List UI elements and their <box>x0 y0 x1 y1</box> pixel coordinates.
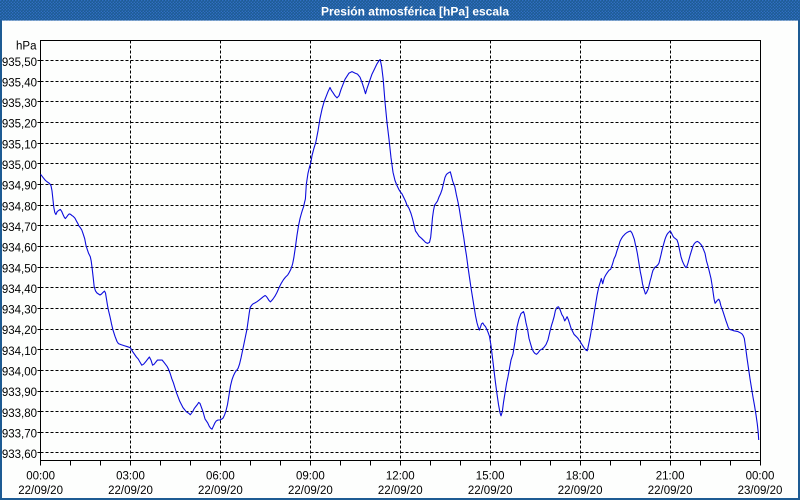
svg-text:935,30: 935,30 <box>2 98 37 110</box>
svg-text:934,60: 934,60 <box>2 243 37 255</box>
svg-text:934,50: 934,50 <box>2 263 37 275</box>
svg-text:18:00: 18:00 <box>566 470 595 482</box>
svg-text:933,80: 933,80 <box>2 408 37 420</box>
svg-text:12:00: 12:00 <box>386 470 415 482</box>
svg-text:21:00: 21:00 <box>656 470 685 482</box>
svg-text:hPa: hPa <box>16 41 37 53</box>
svg-text:934,90: 934,90 <box>2 181 37 193</box>
svg-text:00:00: 00:00 <box>26 470 55 482</box>
svg-text:934,40: 934,40 <box>2 284 37 296</box>
svg-text:22/09/20: 22/09/20 <box>378 485 423 497</box>
svg-text:934,10: 934,10 <box>2 346 37 358</box>
svg-text:934,70: 934,70 <box>2 222 37 234</box>
svg-text:09:00: 09:00 <box>296 470 325 482</box>
svg-text:22/09/20: 22/09/20 <box>558 485 603 497</box>
svg-text:934,00: 934,00 <box>2 367 37 379</box>
svg-text:03:00: 03:00 <box>116 470 145 482</box>
svg-text:933,60: 933,60 <box>2 449 37 461</box>
svg-text:935,40: 935,40 <box>2 77 37 89</box>
svg-text:934,80: 934,80 <box>2 201 37 213</box>
svg-text:935,50: 935,50 <box>2 57 37 69</box>
svg-text:00:00: 00:00 <box>746 470 775 482</box>
svg-text:935,20: 935,20 <box>2 119 37 131</box>
svg-text:22/09/20: 22/09/20 <box>198 485 243 497</box>
svg-text:15:00: 15:00 <box>476 470 505 482</box>
svg-text:23/09/20: 23/09/20 <box>738 485 783 497</box>
svg-text:934,30: 934,30 <box>2 305 37 317</box>
svg-text:933,90: 933,90 <box>2 387 37 399</box>
svg-text:22/09/20: 22/09/20 <box>18 485 63 497</box>
svg-text:Presión atmosférica [hPa] esca: Presión atmosférica [hPa] escala <box>321 5 509 19</box>
svg-text:06:00: 06:00 <box>206 470 235 482</box>
svg-text:22/09/20: 22/09/20 <box>648 485 693 497</box>
svg-text:934,20: 934,20 <box>2 325 37 337</box>
svg-text:935,00: 935,00 <box>2 160 37 172</box>
svg-text:22/09/20: 22/09/20 <box>468 485 513 497</box>
svg-text:22/09/20: 22/09/20 <box>288 485 333 497</box>
svg-text:935,10: 935,10 <box>2 139 37 151</box>
svg-text:933,70: 933,70 <box>2 428 37 440</box>
svg-text:22/09/20: 22/09/20 <box>108 485 153 497</box>
